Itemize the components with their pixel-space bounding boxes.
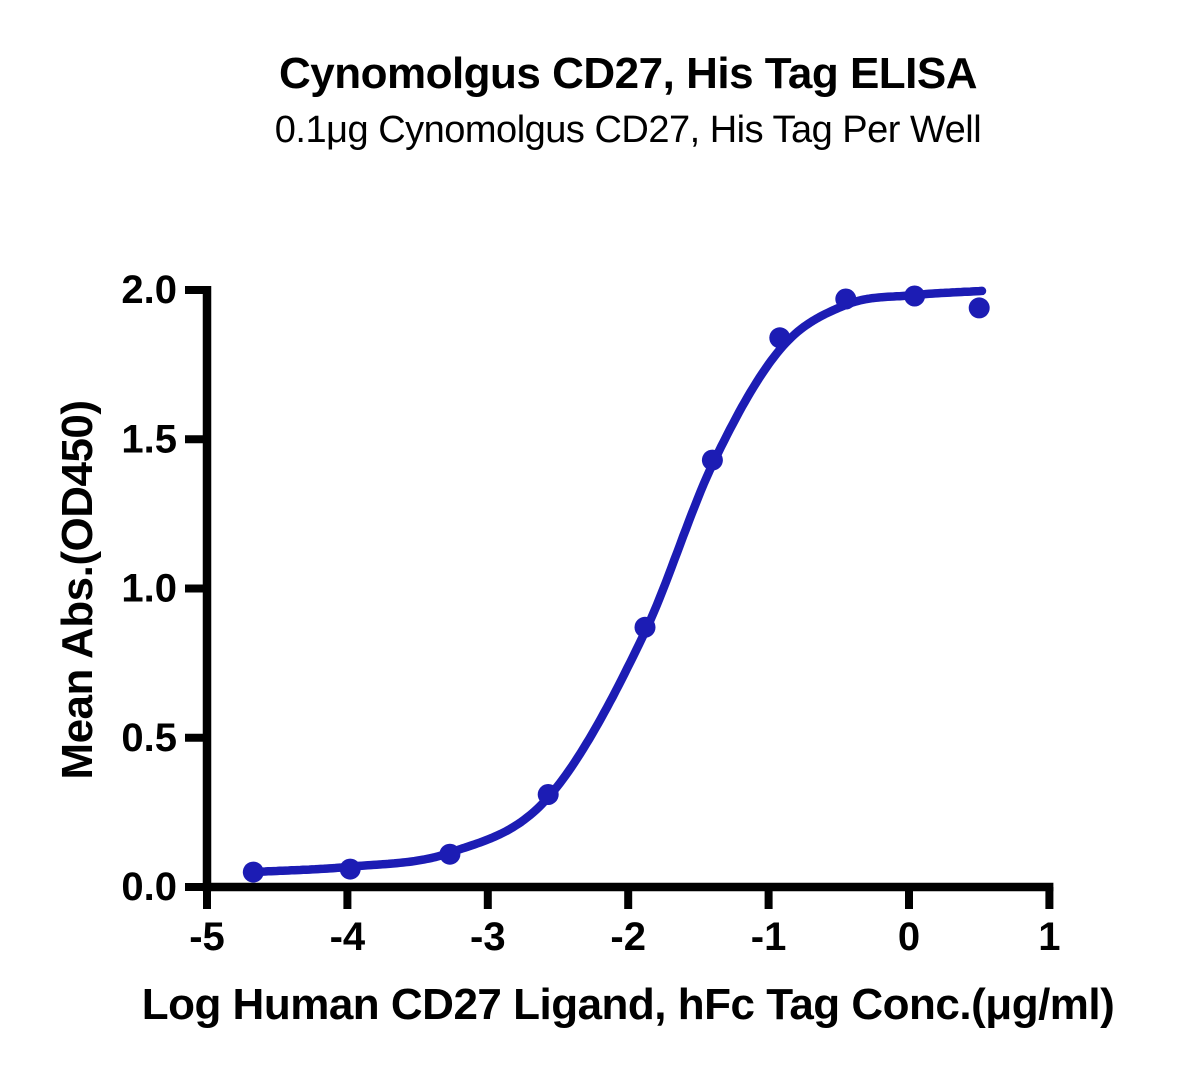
x-tick-label: -1 [751,915,787,959]
x-axis-label: Log Human CD27 Ligand, hFc Tag Conc.(μg/… [141,980,1115,1029]
data-point [537,784,559,805]
y-axis-label: Mean Abs.(OD450) [53,400,102,780]
data-point [701,449,723,471]
x-tick-label: 0 [898,915,920,959]
chart-subtitle: 0.1μg Cynomolgus CD27, His Tag Per Well [274,109,982,151]
x-tick-label: -3 [470,915,506,959]
y-tick-label: 1.5 [121,417,177,461]
data-point [339,858,361,880]
data-point [968,297,990,319]
y-tick-label: 1.0 [121,567,177,611]
data-point [904,285,926,307]
x-tick-label: 1 [1038,915,1060,959]
fit-curve [249,286,987,877]
data-point [242,861,264,883]
y-tick-label: 0.0 [121,865,177,909]
data-point [769,327,791,349]
y-tick-label: 2.0 [121,268,177,312]
data-point [835,288,857,310]
data-point [634,616,656,638]
x-tick-label: -5 [189,915,225,959]
data-point [439,843,461,865]
chart-title: Cynomolgus CD27, His Tag ELISA [278,49,978,98]
x-tick-label: -2 [610,915,646,959]
x-tick-label: -4 [330,915,366,959]
y-tick-label: 0.5 [121,716,177,760]
